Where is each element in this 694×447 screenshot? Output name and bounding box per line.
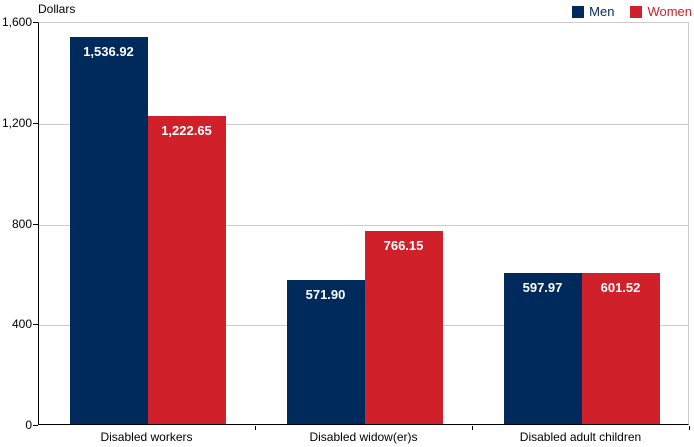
bar-men-1: 1,536.92	[69, 36, 148, 424]
x-tick-mark	[255, 426, 256, 430]
x-category-label: Disabled adult children	[519, 430, 642, 444]
x-category-label: Disabled workers	[100, 430, 193, 444]
bar-value-label: 571.90	[305, 286, 346, 302]
bar-value-label: 601.52	[600, 279, 641, 295]
bar-women-2: 766.15	[364, 231, 443, 424]
legend-label: Men	[589, 4, 615, 19]
y-tick-mark	[33, 223, 38, 225]
bar-women-1: 1,222.65	[147, 116, 226, 424]
gridline	[39, 123, 688, 125]
plot-area: 1,536.92 1,222.65 571.90 766.15 597.97 601.52	[38, 22, 689, 425]
bar-value-label: 1,536.92	[83, 43, 134, 59]
y-tick-label: 1,600	[1, 15, 32, 29]
legend-item-men: Men	[572, 4, 614, 19]
bar-value-label: 597.97	[522, 280, 563, 296]
y-tick-label: 0	[25, 418, 32, 432]
bar-women-3: 601.52	[581, 272, 660, 424]
bar-men-2: 571.90	[286, 279, 365, 424]
gridline	[39, 224, 688, 226]
bar-value-label: 766.15	[383, 238, 424, 254]
y-tick-label: 800	[11, 216, 32, 231]
legend-swatch-icon	[630, 5, 643, 18]
bar-men-3: 597.97	[503, 273, 582, 424]
legend-item-women: Women	[630, 4, 692, 19]
bar-value-label: 1,222.65	[161, 123, 212, 139]
y-tick-mark	[33, 324, 38, 326]
y-tick-mark	[33, 22, 38, 23]
y-tick-label: 400	[11, 317, 32, 332]
y-tick-mark	[33, 122, 38, 124]
x-category-label: Disabled widow(er)s	[309, 430, 418, 444]
y-tick-label: 1,200	[1, 115, 32, 130]
legend-swatch-icon	[572, 5, 585, 18]
x-tick-mark	[689, 426, 690, 430]
legend-label: Women	[647, 4, 692, 19]
y-tick-mark	[33, 425, 38, 426]
legend: Men Women	[572, 4, 692, 19]
x-tick-mark	[472, 426, 473, 430]
y-axis-title: Dollars	[38, 2, 76, 16]
